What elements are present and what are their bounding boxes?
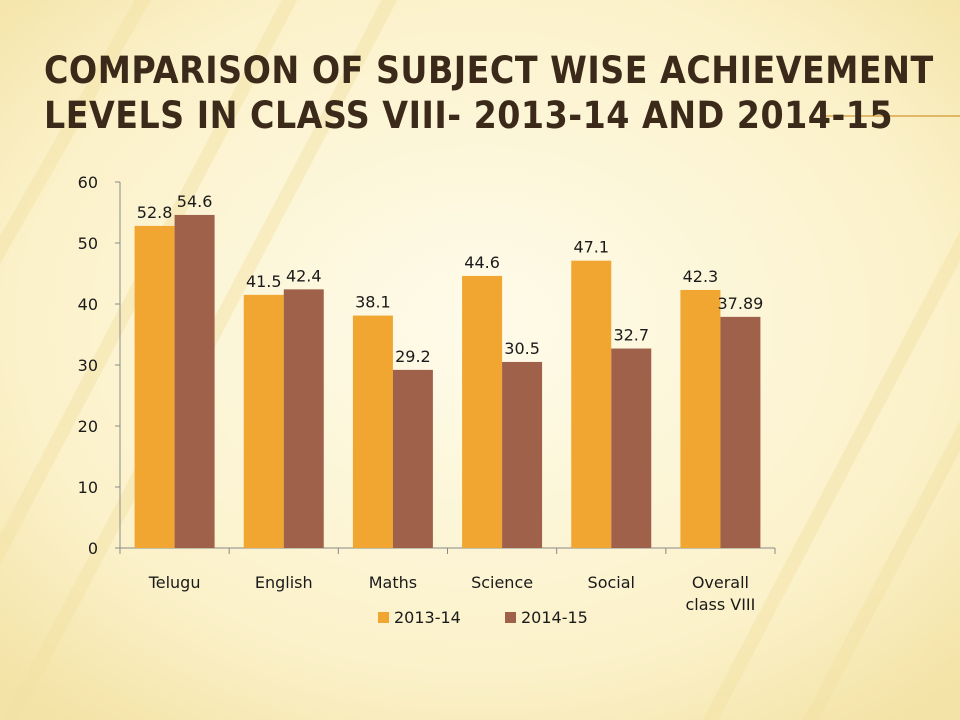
data-label: 32.7 — [613, 326, 649, 345]
y-tick-label: 50 — [78, 234, 98, 253]
chart-category-labels: Telugu English Maths Science Social Overall cl… — [148, 573, 756, 614]
legend-label: 2013-14 — [394, 608, 461, 627]
title-line-1: Comparison of subject wise achievement — [44, 49, 934, 92]
category-label: Telugu — [148, 573, 201, 592]
data-label: 47.1 — [573, 238, 609, 257]
bar — [502, 361, 543, 548]
category-label: Overall — [692, 573, 749, 592]
y-tick-label: 0 — [88, 539, 98, 558]
data-label: 38.1 — [355, 293, 391, 312]
chart-legend: 2013-14 2014-15 — [378, 608, 588, 627]
page-title: Comparison of subject wise achievement l… — [44, 48, 944, 138]
y-tick-label: 40 — [78, 295, 98, 314]
data-label: 52.8 — [137, 203, 173, 222]
legend-swatch — [378, 612, 389, 623]
data-label: 41.5 — [246, 272, 282, 291]
category-label: class VIII — [685, 595, 755, 614]
chart-bars — [134, 214, 761, 549]
data-label: 30.5 — [504, 339, 540, 358]
data-label: 42.3 — [683, 267, 719, 286]
bar — [283, 289, 324, 548]
bar — [462, 275, 503, 548]
y-tick-label: 60 — [78, 173, 98, 192]
data-label: 54.6 — [177, 192, 213, 211]
legend-swatch — [505, 612, 516, 623]
category-label: Social — [588, 573, 635, 592]
data-label: 29.2 — [395, 347, 431, 366]
bar — [720, 316, 761, 548]
y-tick-label: 20 — [78, 417, 98, 436]
bar — [680, 289, 721, 548]
category-label: Science — [471, 573, 533, 592]
bar — [174, 214, 215, 548]
category-label: Maths — [369, 573, 417, 592]
data-label: 42.4 — [286, 266, 322, 285]
bar — [611, 348, 652, 548]
data-label: 44.6 — [464, 253, 500, 272]
bar — [392, 369, 433, 548]
y-tick-label: 30 — [78, 356, 98, 375]
title-underline — [820, 115, 960, 117]
chart-data-labels: 52.854.6 41.5 42.4 38.1 29.2 44.6 30.5 47.1 32.7… — [137, 192, 764, 366]
bar — [243, 294, 284, 548]
bar — [571, 260, 612, 548]
bar — [352, 315, 393, 548]
data-label: 37.89 — [718, 294, 764, 313]
chart-axes: 0 10 20 30 40 50 60 — [78, 173, 776, 558]
category-label: English — [255, 573, 313, 592]
bar — [134, 225, 175, 549]
y-tick-label: 10 — [78, 478, 98, 497]
title-line-2: levels in class VIII- 2013-14 and 2014-1… — [44, 94, 894, 137]
legend-label: 2014-15 — [521, 608, 588, 627]
